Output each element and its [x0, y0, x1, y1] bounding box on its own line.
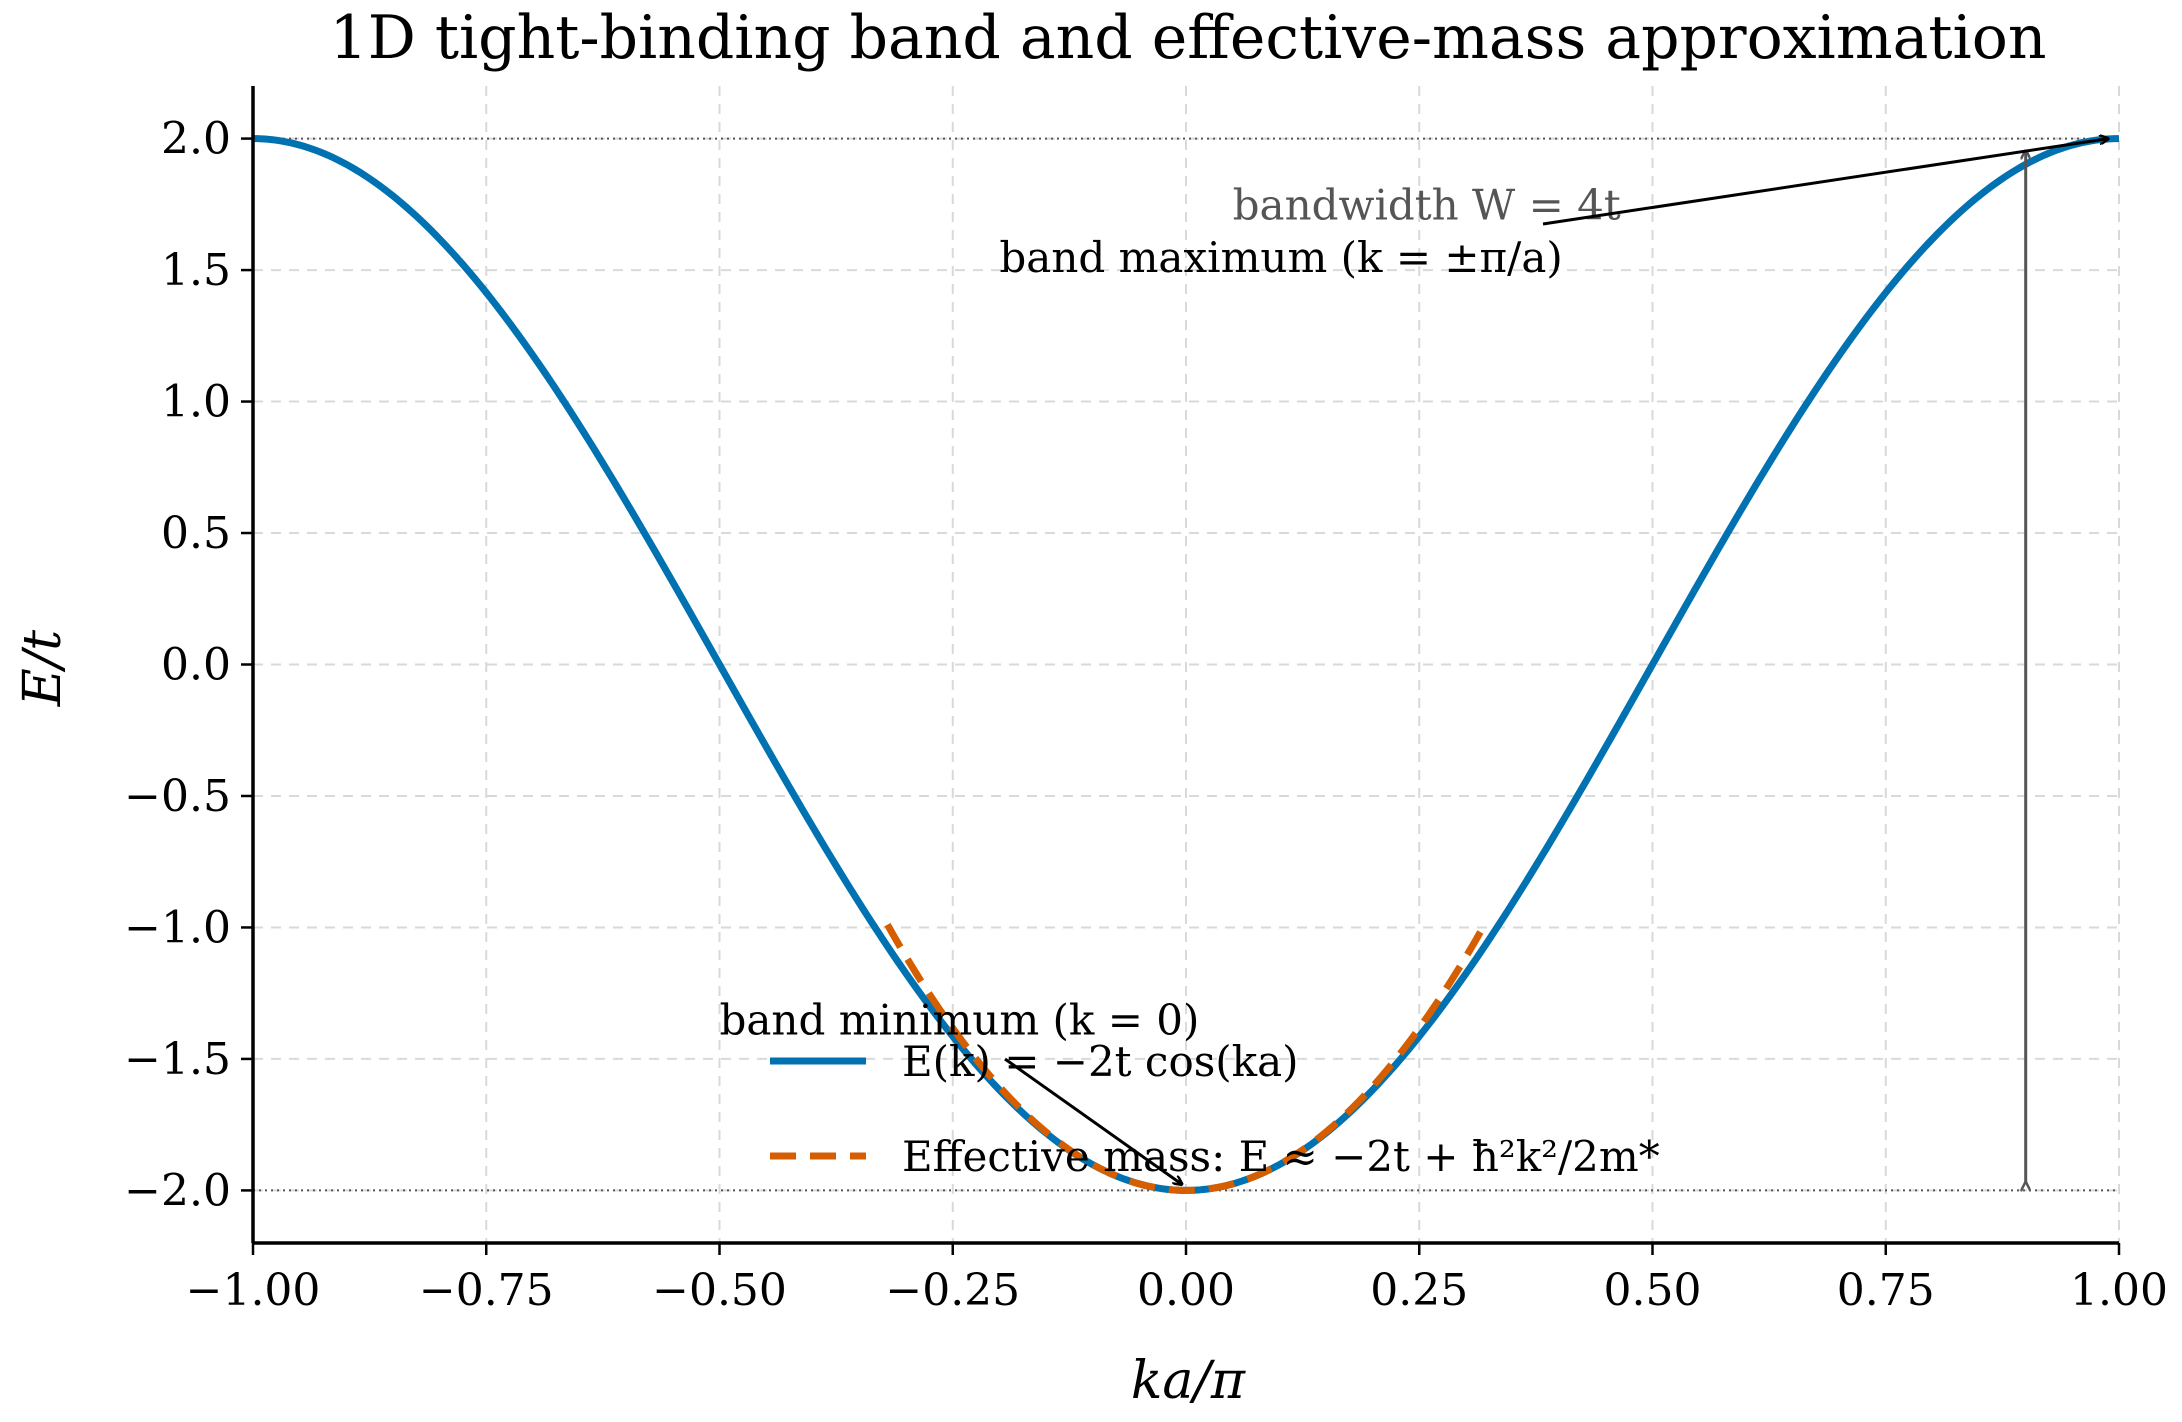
y-tick-label: −0.5 [124, 771, 231, 822]
y-tick-label: 0.5 [161, 508, 231, 559]
x-tick-label: 1.00 [2070, 1265, 2168, 1316]
band-minimum-arrow [1004, 1057, 1182, 1184]
x-tick-label: −0.75 [419, 1265, 554, 1316]
y-tick-label: −1.0 [124, 902, 231, 953]
ticks: −1.00 −0.75 −0.50 −0.25 0.00 0.25 0.50 0.75 1.00… [124, 114, 2168, 1316]
x-tick-label: 0.50 [1604, 1265, 1702, 1316]
x-tick-label: 0.00 [1137, 1265, 1235, 1316]
x-tick-label: 0.25 [1370, 1265, 1468, 1316]
x-axis-label: ka/π [1131, 1351, 1246, 1411]
band-minimum-label: band minimum (k = 0) [720, 995, 1200, 1044]
y-tick-label: 1.0 [161, 377, 231, 428]
reference-lines [253, 137, 2119, 1192]
chart-title: 1D tight-binding band and effective-mass… [330, 3, 2047, 73]
band-maximum-arrow [1542, 139, 2108, 226]
y-tick-label: 2.0 [161, 114, 231, 165]
legend-label-effective-mass: Effective mass: E ≈ −2t + ħ²k²/2m* [902, 1132, 1660, 1181]
x-tick-label: −0.50 [652, 1265, 787, 1316]
band-maximum-label: band maximum (k = ±π/a) [999, 233, 1562, 282]
y-tick-label: 0.0 [161, 640, 231, 691]
y-tick-label: 1.5 [161, 245, 231, 296]
x-tick-label: 0.75 [1837, 1265, 1935, 1316]
y-axis-label: E/t [13, 630, 73, 707]
y-tick-label: −1.5 [124, 1034, 231, 1085]
series-layer [252, 135, 2120, 1194]
legend: E(k) = −2t cos(ka) Effective mass: E ≈ −2… [770, 1037, 1660, 1181]
x-tick-label: −1.00 [186, 1265, 321, 1316]
x-tick-label: −0.25 [885, 1265, 1020, 1316]
effective-mass-curve [884, 922, 1488, 1194]
legend-label-band: E(k) = −2t cos(ka) [902, 1037, 1299, 1086]
y-tick-label: −2.0 [124, 1165, 231, 1216]
